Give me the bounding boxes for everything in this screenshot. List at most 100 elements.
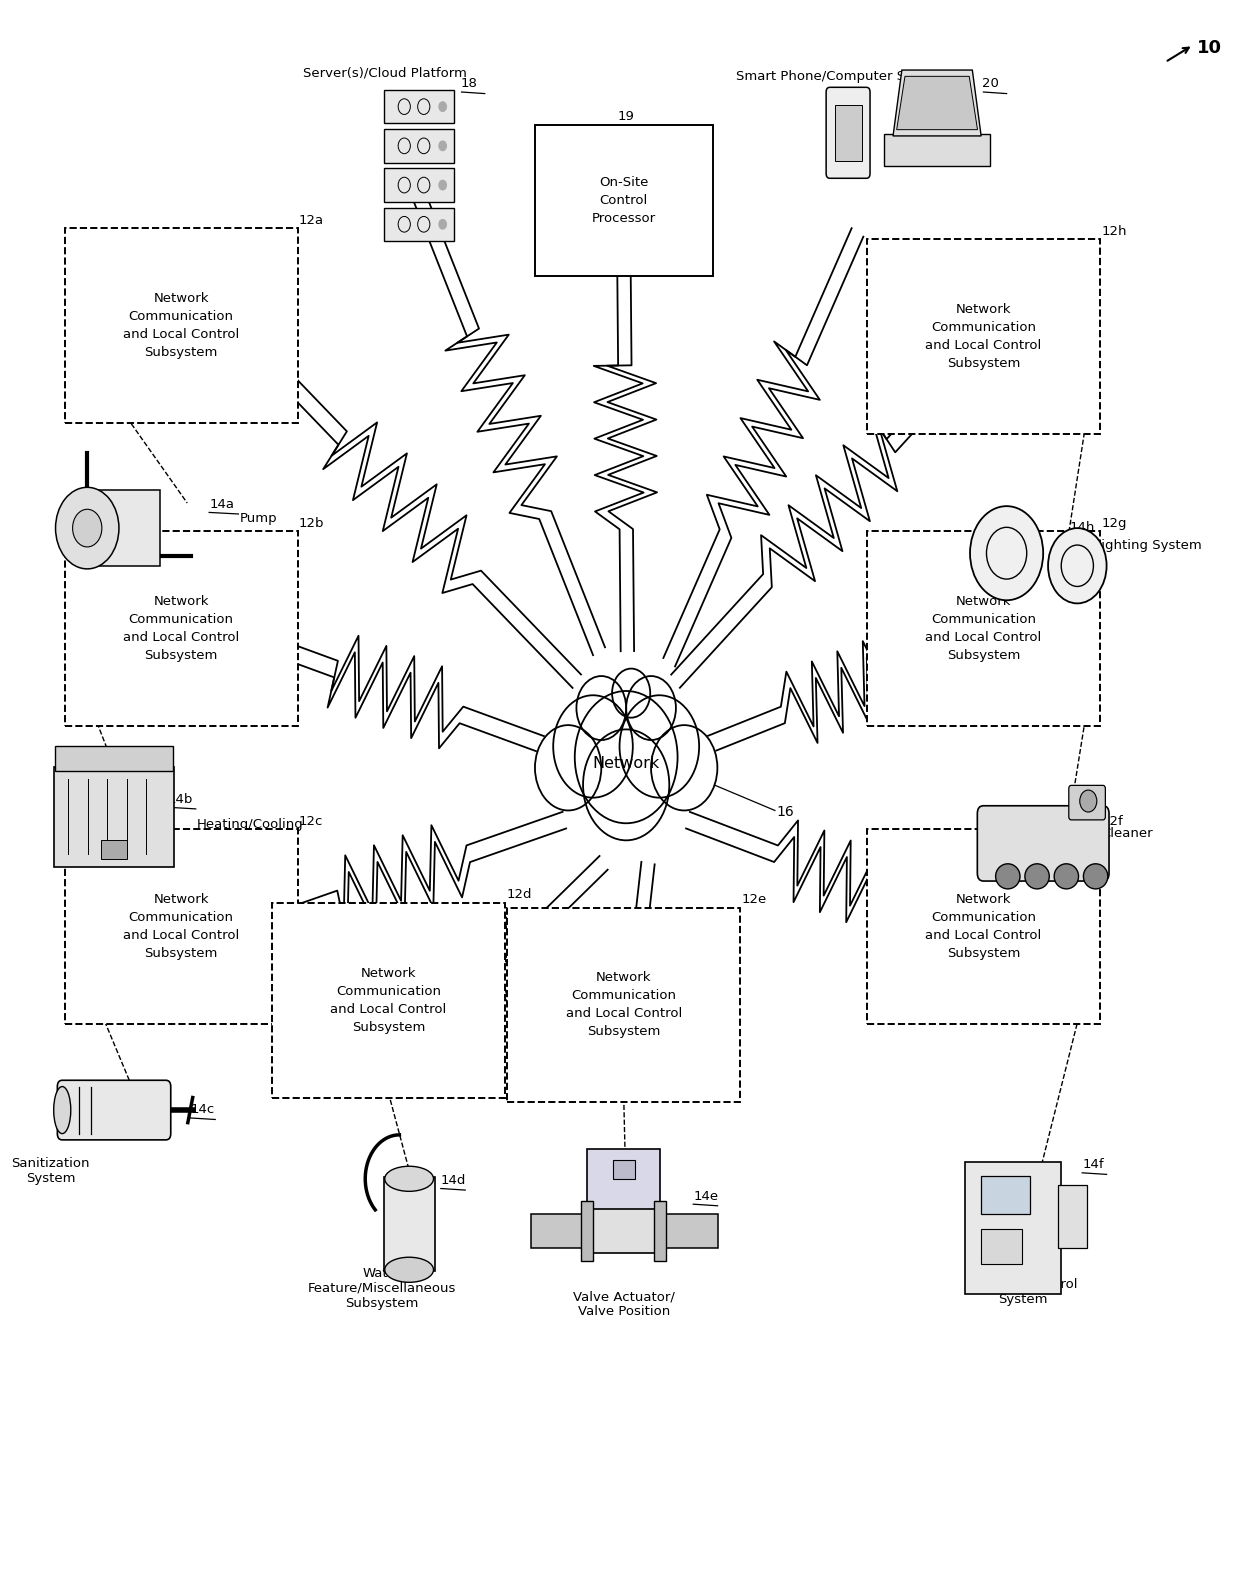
Text: Lighting System: Lighting System [1095, 539, 1202, 552]
FancyBboxPatch shape [100, 841, 128, 859]
FancyBboxPatch shape [655, 1202, 666, 1260]
Text: Network
Communication
and Local Control
Subsystem: Network Communication and Local Control … [123, 595, 239, 662]
Ellipse shape [1025, 864, 1049, 889]
Polygon shape [897, 76, 977, 129]
FancyBboxPatch shape [64, 229, 298, 423]
Ellipse shape [384, 1257, 434, 1282]
FancyBboxPatch shape [826, 87, 870, 178]
Circle shape [575, 691, 677, 823]
FancyBboxPatch shape [981, 1176, 1029, 1214]
FancyBboxPatch shape [53, 766, 175, 867]
Text: 12a: 12a [299, 214, 324, 227]
Text: Water
Feature/Miscellaneous
Subsystem: Water Feature/Miscellaneous Subsystem [308, 1266, 456, 1310]
Text: Network
Communication
and Local Control
Subsystem: Network Communication and Local Control … [123, 893, 239, 960]
Circle shape [534, 725, 601, 811]
FancyBboxPatch shape [84, 490, 160, 566]
Ellipse shape [1054, 864, 1079, 889]
FancyBboxPatch shape [1069, 785, 1105, 820]
Text: Valve Actuator/
Valve Position: Valve Actuator/ Valve Position [573, 1290, 675, 1318]
Circle shape [583, 730, 670, 841]
Circle shape [577, 677, 626, 740]
FancyBboxPatch shape [64, 531, 298, 725]
FancyBboxPatch shape [835, 104, 862, 161]
FancyBboxPatch shape [534, 125, 713, 276]
Text: Heating/Cooling
System: Heating/Cooling System [197, 818, 304, 847]
FancyBboxPatch shape [965, 1162, 1061, 1293]
Text: 10: 10 [1197, 39, 1221, 57]
FancyBboxPatch shape [55, 746, 174, 771]
Text: 12h: 12h [1101, 226, 1127, 238]
FancyBboxPatch shape [588, 1150, 661, 1219]
Circle shape [1048, 528, 1106, 604]
Text: Smart Phone/Computer System: Smart Phone/Computer System [735, 69, 946, 82]
Ellipse shape [53, 1087, 71, 1134]
Text: Network
Communication
and Local Control
Subsystem: Network Communication and Local Control … [925, 303, 1042, 371]
FancyBboxPatch shape [272, 904, 505, 1098]
Text: Network
Communication
and Local Control
Subsystem: Network Communication and Local Control … [330, 967, 446, 1035]
FancyBboxPatch shape [384, 169, 454, 202]
FancyBboxPatch shape [867, 240, 1100, 434]
Text: Network: Network [593, 755, 660, 771]
FancyBboxPatch shape [64, 830, 298, 1023]
Text: Cleaner: Cleaner [1101, 828, 1153, 841]
Circle shape [439, 180, 446, 189]
Text: 14g: 14g [1071, 809, 1096, 822]
FancyBboxPatch shape [660, 1214, 718, 1247]
Text: Pump: Pump [239, 513, 278, 525]
Circle shape [620, 695, 699, 798]
FancyBboxPatch shape [585, 1210, 662, 1252]
Text: Pool/Spa Control
System: Pool/Spa Control System [967, 1277, 1078, 1306]
Ellipse shape [384, 1167, 434, 1191]
FancyBboxPatch shape [531, 1214, 589, 1247]
Text: Sanitization
System: Sanitization System [11, 1158, 89, 1186]
FancyBboxPatch shape [1058, 1186, 1087, 1247]
Text: 14d: 14d [441, 1173, 466, 1187]
FancyBboxPatch shape [884, 134, 990, 166]
Text: 14f: 14f [1083, 1158, 1104, 1172]
FancyBboxPatch shape [57, 1080, 171, 1140]
Circle shape [439, 219, 446, 229]
Text: Server(s)/Cloud Platform: Server(s)/Cloud Platform [303, 66, 467, 79]
FancyBboxPatch shape [613, 1161, 635, 1180]
FancyBboxPatch shape [383, 1176, 435, 1271]
FancyBboxPatch shape [582, 1202, 593, 1260]
FancyBboxPatch shape [384, 208, 454, 241]
Text: 14c: 14c [191, 1104, 215, 1117]
Circle shape [439, 103, 446, 112]
Text: Network
Communication
and Local Control
Subsystem: Network Communication and Local Control … [565, 971, 682, 1039]
Text: 12f: 12f [1101, 815, 1123, 828]
FancyBboxPatch shape [384, 90, 454, 123]
Text: 12b: 12b [299, 517, 325, 530]
Circle shape [651, 725, 718, 811]
Text: 12g: 12g [1101, 517, 1127, 530]
Ellipse shape [1084, 864, 1107, 889]
FancyBboxPatch shape [867, 531, 1100, 725]
Text: On-Site
Control
Processor: On-Site Control Processor [591, 175, 656, 226]
Text: 20: 20 [982, 77, 999, 90]
Text: Network
Communication
and Local Control
Subsystem: Network Communication and Local Control … [925, 893, 1042, 960]
Text: 12c: 12c [299, 815, 324, 828]
FancyBboxPatch shape [867, 830, 1100, 1023]
Text: 14h: 14h [1070, 522, 1095, 535]
Text: Network
Communication
and Local Control
Subsystem: Network Communication and Local Control … [123, 292, 239, 360]
FancyBboxPatch shape [981, 1230, 1023, 1263]
FancyBboxPatch shape [977, 806, 1109, 882]
Ellipse shape [996, 864, 1021, 889]
Circle shape [1080, 790, 1097, 812]
Polygon shape [893, 69, 981, 136]
Circle shape [613, 669, 650, 718]
Text: 12e: 12e [742, 893, 766, 907]
Text: 12d: 12d [506, 888, 532, 902]
Text: Network
Communication
and Local Control
Subsystem: Network Communication and Local Control … [925, 595, 1042, 662]
FancyBboxPatch shape [507, 908, 740, 1102]
Circle shape [439, 142, 446, 150]
Circle shape [73, 509, 102, 547]
Circle shape [553, 695, 632, 798]
Text: 16: 16 [776, 804, 794, 818]
Text: 14b: 14b [167, 793, 193, 806]
Text: 14e: 14e [693, 1189, 718, 1203]
Circle shape [56, 487, 119, 569]
Text: 18: 18 [460, 77, 477, 90]
Circle shape [970, 506, 1043, 601]
Circle shape [626, 677, 676, 740]
